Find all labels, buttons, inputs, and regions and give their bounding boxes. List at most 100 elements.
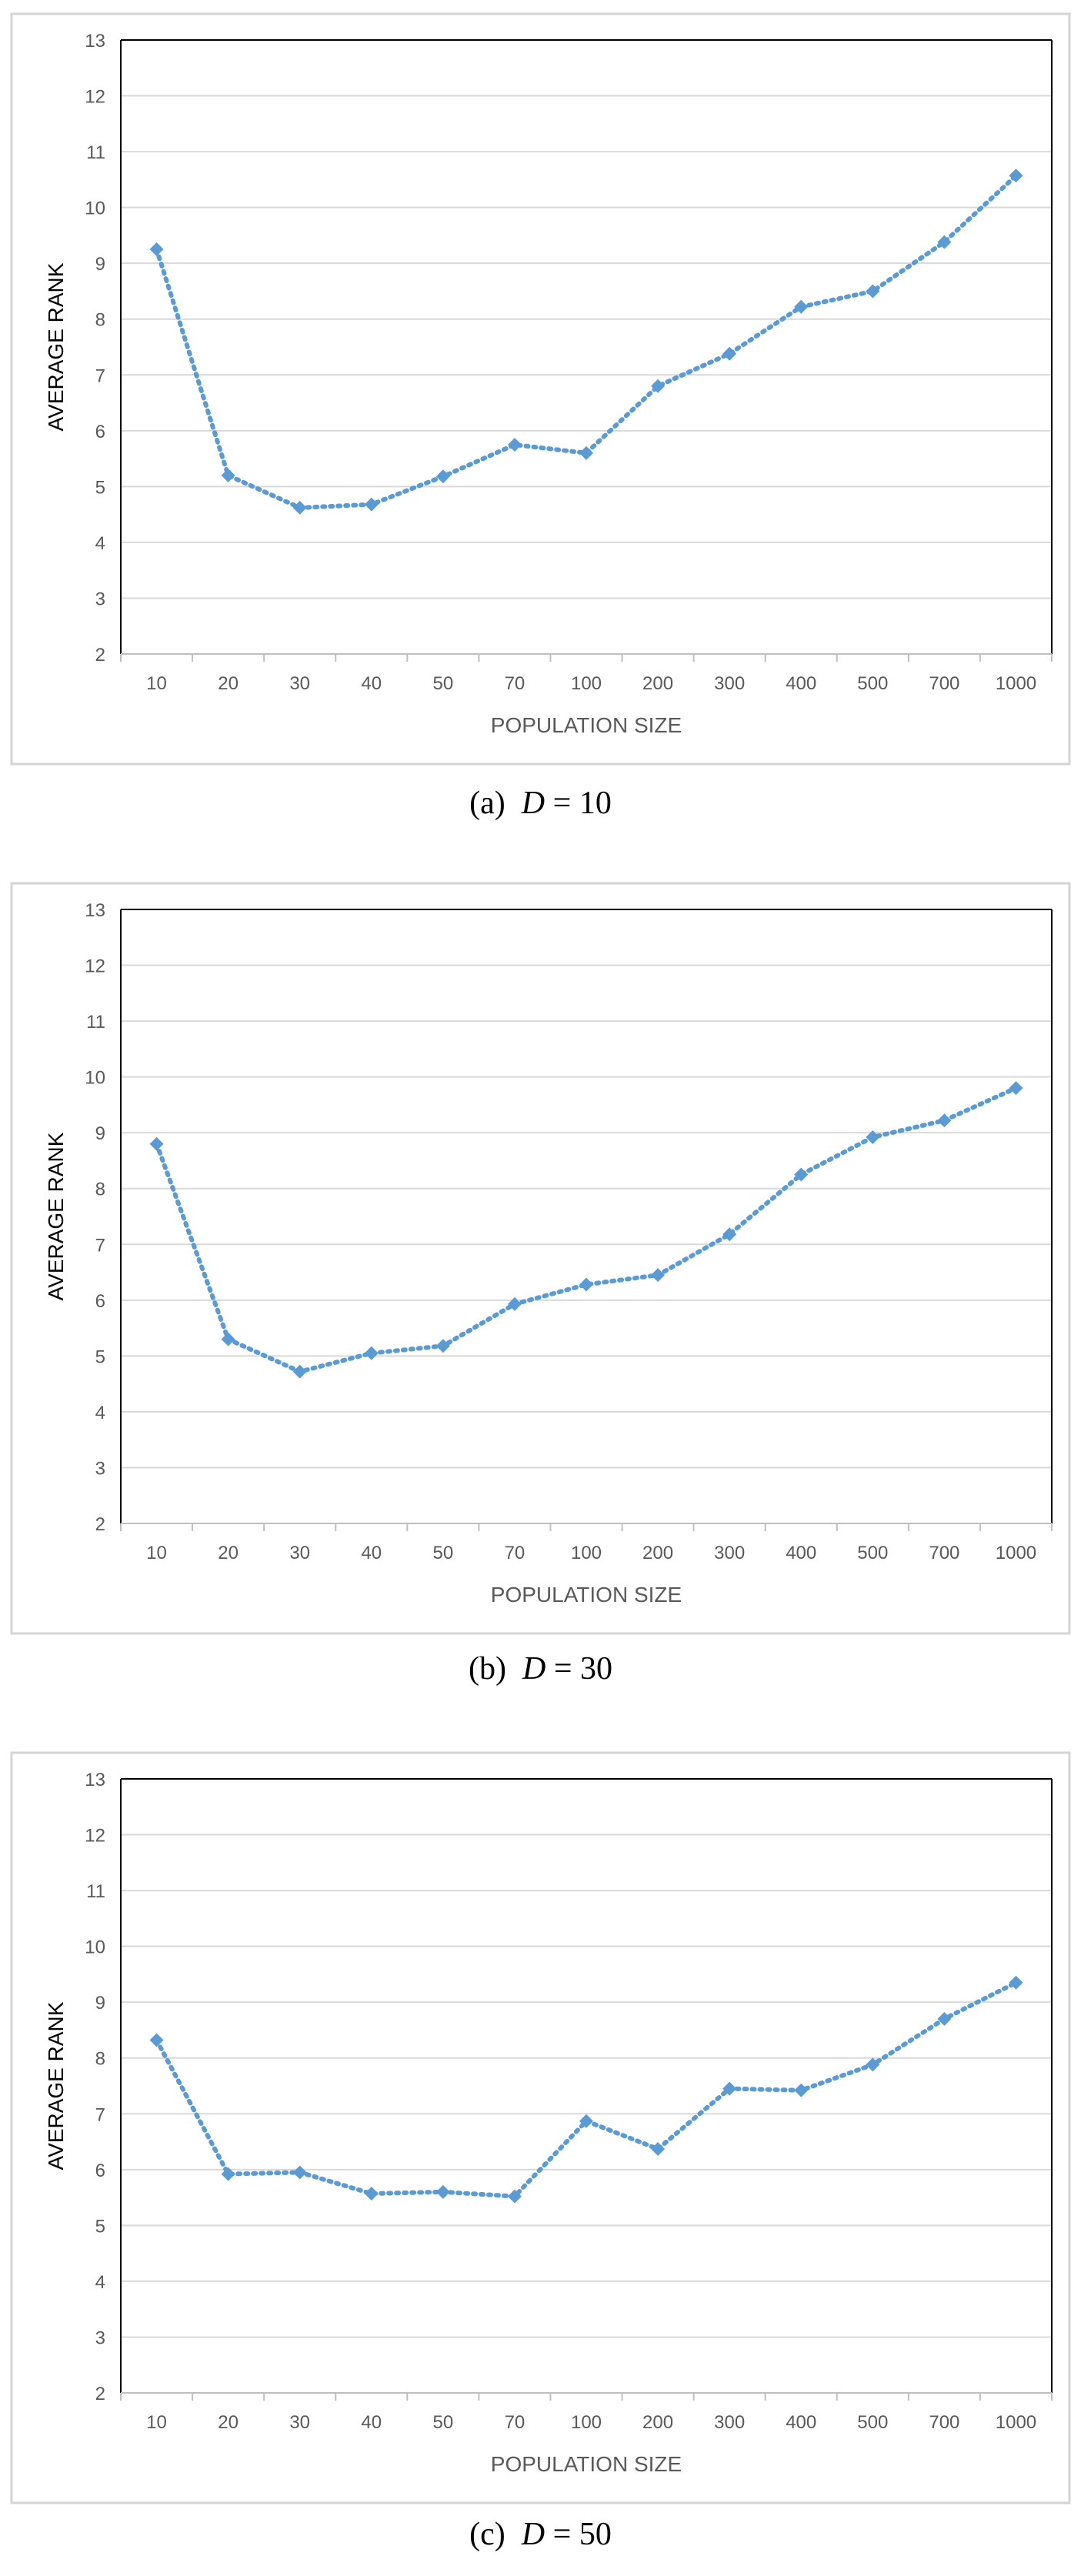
caption-b-letter: (b) — [468, 1651, 506, 1687]
data-point-a-200 — [651, 379, 666, 393]
data-point-c-300 — [722, 2081, 737, 2096]
data-point-c-400 — [794, 2083, 809, 2097]
x-tick-label-b-30: 30 — [289, 1543, 310, 1563]
y-tick-label-c-5: 5 — [95, 2216, 105, 2237]
data-point-b-30 — [292, 1364, 307, 1379]
y-tick-label-b-5: 5 — [95, 1346, 105, 1367]
x-tick-label-a-30: 30 — [289, 673, 310, 694]
y-axis-title-b: AVERAGE RANK — [44, 1132, 68, 1300]
y-tick-label-a-13: 13 — [85, 31, 105, 52]
y-tick-label-c-13: 13 — [85, 1770, 105, 1790]
x-tick-label-a-40: 40 — [361, 673, 382, 694]
chart-frame-c — [10, 1751, 1071, 2504]
data-point-b-40 — [364, 1346, 379, 1360]
y-tick-label-b-9: 9 — [95, 1123, 105, 1144]
y-tick-label-c-8: 8 — [95, 2049, 105, 2070]
data-point-c-1000 — [1009, 1975, 1023, 1990]
data-point-a-500 — [866, 284, 880, 299]
y-tick-label-c-6: 6 — [95, 2161, 105, 2181]
data-point-b-50 — [435, 1339, 450, 1353]
data-point-b-200 — [651, 1268, 666, 1283]
chart-a: 2 3 4 5 6 7 8 9 10 11 12 13 10 20 30 40 50 70 100 200 300 400… — [10, 12, 1071, 766]
data-point-a-70 — [507, 437, 522, 452]
x-tick-label-b-700: 700 — [929, 1543, 959, 1563]
data-point-b-500 — [866, 1130, 880, 1144]
y-tick-label-c-11: 11 — [86, 1881, 105, 1902]
data-point-c-50 — [435, 2184, 450, 2199]
data-point-b-300 — [722, 1227, 737, 1242]
data-point-b-100 — [579, 1277, 593, 1292]
data-point-c-10 — [149, 2033, 164, 2047]
y-tick-label-b-6: 6 — [95, 1291, 105, 1312]
data-point-c-30 — [292, 2165, 307, 2180]
x-tick-label-c-10: 10 — [146, 2412, 167, 2433]
y-tick-label-c-3: 3 — [95, 2327, 105, 2348]
caption-b-var: D — [522, 1651, 546, 1687]
y-tick-label-b-7: 7 — [95, 1235, 105, 1256]
data-point-a-30 — [292, 500, 307, 515]
x-tick-label-b-100: 100 — [571, 1543, 602, 1563]
caption-c-letter: (c) — [469, 2517, 505, 2552]
data-point-b-1000 — [1009, 1081, 1023, 1096]
data-point-b-700 — [937, 1113, 952, 1128]
data-point-a-100 — [579, 445, 593, 460]
y-tick-label-b-8: 8 — [95, 1180, 105, 1200]
data-point-c-500 — [866, 2057, 880, 2072]
y-tick-label-a-11: 11 — [86, 142, 105, 163]
y-tick-label-a-5: 5 — [95, 477, 105, 498]
y-tick-label-c-12: 12 — [85, 1826, 105, 1847]
x-tick-label-b-500: 500 — [857, 1543, 888, 1563]
data-point-c-40 — [364, 2187, 379, 2201]
x-axis-title-c: POPULATION SIZE — [491, 2452, 682, 2476]
data-point-c-20 — [221, 2167, 235, 2181]
y-axis-title-c: AVERAGE RANK — [44, 2001, 68, 2170]
x-tick-label-c-1000: 1000 — [996, 2412, 1036, 2433]
chart-frame-a — [10, 12, 1071, 766]
x-tick-label-b-300: 300 — [714, 1543, 745, 1563]
caption-a-letter: (a) — [469, 786, 505, 821]
x-tick-label-a-500: 500 — [857, 673, 888, 694]
data-point-c-200 — [651, 2141, 666, 2156]
y-tick-label-c-2: 2 — [95, 2384, 105, 2404]
x-tick-label-b-1000: 1000 — [996, 1543, 1036, 1563]
y-tick-label-c-10: 10 — [85, 1937, 105, 1958]
data-point-b-10 — [149, 1136, 164, 1151]
y-tick-label-a-6: 6 — [95, 422, 105, 442]
x-tick-label-a-50: 50 — [432, 673, 453, 694]
x-tick-label-c-20: 20 — [218, 2412, 239, 2433]
caption-a: (a) D = 10 — [0, 785, 1081, 822]
y-axis-title-a: AVERAGE RANK — [44, 262, 68, 431]
y-tick-label-a-4: 4 — [95, 533, 105, 554]
data-point-b-70 — [507, 1296, 522, 1311]
x-tick-label-a-70: 70 — [505, 673, 525, 694]
caption-c: (c) D = 50 — [0, 2516, 1081, 2553]
y-tick-label-c-9: 9 — [95, 1993, 105, 2014]
x-tick-label-a-700: 700 — [929, 673, 959, 694]
data-point-a-20 — [221, 468, 235, 482]
y-tick-label-a-9: 9 — [95, 254, 105, 275]
x-tick-label-c-700: 700 — [929, 2412, 959, 2433]
x-tick-label-c-300: 300 — [714, 2412, 745, 2433]
data-point-a-40 — [364, 497, 379, 512]
x-tick-label-a-1000: 1000 — [996, 673, 1036, 694]
data-point-a-10 — [149, 242, 164, 257]
caption-c-eq: = 50 — [545, 2517, 612, 2552]
x-tick-label-a-100: 100 — [571, 673, 602, 694]
y-tick-label-b-2: 2 — [95, 1514, 105, 1535]
chart-panel-b: 2 3 4 5 6 7 8 9 10 11 12 13 10 20 30 40 50 70 100 200 300 400… — [0, 869, 1081, 1639]
y-tick-label-a-2: 2 — [95, 645, 105, 666]
data-point-a-300 — [722, 346, 737, 361]
y-tick-label-b-12: 12 — [85, 956, 105, 977]
x-tick-label-c-100: 100 — [571, 2412, 602, 2433]
x-tick-label-a-300: 300 — [714, 673, 745, 694]
chart-frame-b — [10, 882, 1071, 1635]
caption-a-eq: = 10 — [545, 786, 612, 821]
data-point-a-400 — [794, 299, 809, 314]
x-tick-label-b-10: 10 — [146, 1543, 167, 1563]
x-tick-label-c-40: 40 — [361, 2412, 382, 2433]
data-point-a-1000 — [1009, 169, 1023, 183]
x-tick-label-a-200: 200 — [642, 673, 673, 694]
data-point-a-700 — [937, 235, 952, 249]
y-tick-label-a-7: 7 — [95, 365, 105, 386]
x-tick-label-b-50: 50 — [432, 1543, 453, 1563]
